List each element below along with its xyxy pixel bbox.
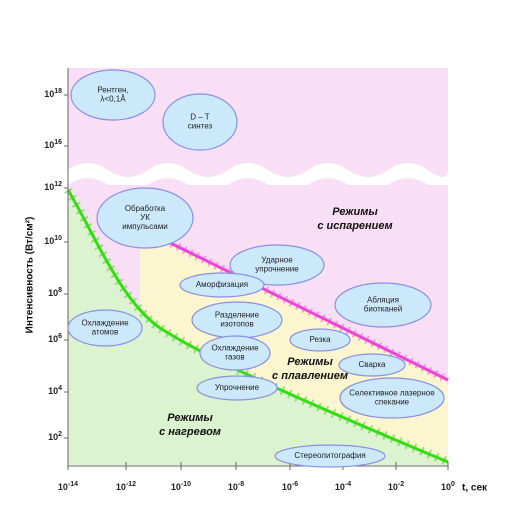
x-tick-label: 100 bbox=[441, 481, 455, 493]
melting-boundary bbox=[66, 189, 449, 464]
process-label: Обработка bbox=[125, 204, 166, 213]
process-ellipse bbox=[162, 93, 238, 151]
tick-exponent: 10 bbox=[54, 235, 62, 242]
region-label: Режимы bbox=[167, 412, 213, 424]
process-ellipse bbox=[334, 282, 432, 328]
process-label: Абляция bbox=[367, 296, 399, 305]
region-label: с плавлением bbox=[272, 370, 348, 382]
tick-exponent: 2 bbox=[58, 431, 62, 438]
x-axis-label: t, сек bbox=[462, 483, 488, 494]
tick-exponent: -4 bbox=[345, 481, 351, 488]
region-label: Режимы bbox=[287, 356, 333, 368]
region-label: Режимы bbox=[332, 206, 378, 218]
process-ellipse bbox=[229, 244, 325, 286]
x-tick-label: 10-2 bbox=[388, 481, 404, 493]
tick-exponent: 4 bbox=[58, 385, 62, 392]
process-label: газов bbox=[225, 353, 244, 362]
tick-base: 10 bbox=[48, 288, 58, 298]
process-label: Упрочнение bbox=[215, 383, 260, 392]
process-ellipse bbox=[70, 69, 156, 121]
process-label: Разделение bbox=[215, 311, 260, 320]
tick-exponent: 6 bbox=[58, 333, 62, 340]
process-ellipse bbox=[339, 377, 445, 419]
tick-exponent: 18 bbox=[54, 88, 62, 95]
process-label: Аморфизация bbox=[196, 280, 248, 289]
tick-exponent: -14 bbox=[68, 481, 78, 488]
process-label: биотканей bbox=[364, 305, 402, 314]
evaporation-boundary bbox=[139, 226, 449, 382]
x-tick-label: 10-4 bbox=[335, 481, 351, 493]
process-label: Сварка bbox=[359, 360, 387, 369]
tick-base: 10 bbox=[388, 482, 398, 492]
tick-base: 10 bbox=[116, 482, 126, 492]
process-ellipse bbox=[196, 375, 278, 401]
process-label: спекание bbox=[375, 398, 410, 407]
process-ellipse bbox=[96, 187, 194, 249]
region-label: с нагревом bbox=[159, 426, 221, 438]
process-label: импульсами bbox=[122, 222, 167, 231]
tick-base: 10 bbox=[44, 182, 54, 192]
y-tick-label: 102 bbox=[48, 431, 62, 443]
y-tick-label: 1018 bbox=[44, 88, 62, 100]
process-label: Рентген, bbox=[97, 86, 128, 95]
tick-base: 10 bbox=[48, 334, 58, 344]
tick-exponent: -10 bbox=[181, 481, 191, 488]
process-ellipse bbox=[67, 309, 143, 347]
x-tick-label: 10-10 bbox=[171, 481, 191, 493]
x-tick-label: 10-6 bbox=[282, 481, 298, 493]
process-label: УК bbox=[140, 213, 150, 222]
process-label: Охлаждение bbox=[81, 319, 129, 328]
y-tick-label: 106 bbox=[48, 333, 62, 345]
process-label: Стереолитография bbox=[294, 451, 365, 460]
process-label: синтез bbox=[188, 122, 213, 131]
process-ellipse bbox=[289, 328, 351, 352]
process-ellipse bbox=[274, 444, 386, 468]
y-tick-label: 108 bbox=[48, 287, 62, 299]
tick-exponent: -8 bbox=[238, 481, 244, 488]
process-label: атомов bbox=[92, 328, 119, 337]
tick-exponent: 16 bbox=[54, 139, 62, 146]
tick-base: 10 bbox=[171, 482, 181, 492]
process-label: Селективное лазерное bbox=[349, 389, 435, 398]
tick-base: 10 bbox=[44, 140, 54, 150]
x-tick-label: 10-8 bbox=[228, 481, 244, 493]
heating-zone bbox=[68, 190, 448, 465]
x-tick-label: 10-14 bbox=[58, 481, 78, 493]
tick-exponent: -6 bbox=[292, 481, 298, 488]
process-label: изотопов bbox=[220, 320, 253, 329]
y-tick-label: 1010 bbox=[44, 235, 62, 247]
tick-base: 10 bbox=[58, 482, 68, 492]
tick-exponent: 0 bbox=[451, 481, 455, 488]
x-tick-label: 10-12 bbox=[116, 481, 136, 493]
y-tick-label: 104 bbox=[48, 385, 62, 397]
region-label: с испарением bbox=[317, 220, 392, 232]
process-ellipse bbox=[179, 272, 265, 298]
tick-base: 10 bbox=[282, 482, 292, 492]
process-ellipse bbox=[199, 335, 271, 371]
tick-base: 10 bbox=[44, 89, 54, 99]
process-label: D – T bbox=[190, 113, 210, 122]
wave-fill bbox=[68, 178, 448, 192]
y-tick-label: 1012 bbox=[44, 181, 62, 193]
tick-base: 10 bbox=[48, 432, 58, 442]
tick-base: 10 bbox=[48, 386, 58, 396]
tick-exponent: -12 bbox=[126, 481, 136, 488]
process-ellipse bbox=[338, 353, 406, 377]
tick-base: 10 bbox=[441, 482, 451, 492]
tick-base: 10 bbox=[228, 482, 238, 492]
tick-exponent: 8 bbox=[58, 287, 62, 294]
tick-exponent: 12 bbox=[54, 181, 62, 188]
y-tick-label: 1016 bbox=[44, 139, 62, 151]
process-label: Охлаждение bbox=[211, 344, 259, 353]
process-label: Резка bbox=[309, 335, 331, 344]
tick-exponent: -2 bbox=[398, 481, 404, 488]
process-label: упрочнение bbox=[255, 265, 299, 274]
process-label: Ударное bbox=[261, 256, 293, 265]
y-axis-label: Интенсивность (Вт/см²) bbox=[25, 217, 36, 334]
process-label: λ<0,1Å bbox=[100, 95, 126, 104]
tick-base: 10 bbox=[335, 482, 345, 492]
tick-base: 10 bbox=[44, 236, 54, 246]
